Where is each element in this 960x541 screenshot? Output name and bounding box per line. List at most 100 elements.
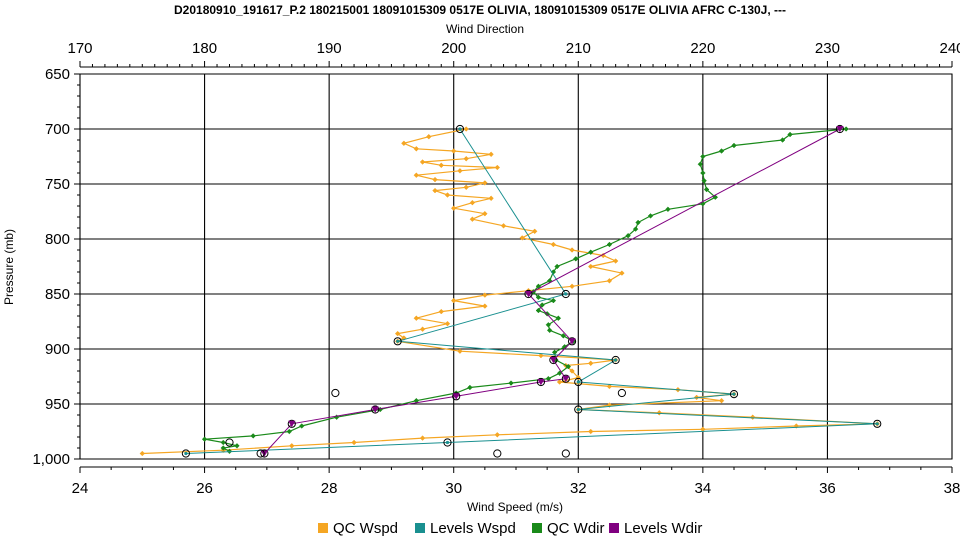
qc-wdir-point-32 — [546, 327, 553, 334]
qc-wdir-point-1 — [787, 131, 793, 138]
qc-wdir-point-13 — [647, 213, 654, 219]
y-tick-label-1,000: 1,000 — [32, 451, 70, 468]
qc-wdir-point-0 — [843, 126, 849, 132]
qc-wspd-point-59 — [656, 410, 663, 416]
qc-wspd-point-37 — [438, 308, 445, 315]
y-tick-label-900: 900 — [45, 341, 70, 358]
levels-wdir-point-2 — [567, 337, 577, 346]
bottom-tick-label-36: 36 — [819, 480, 836, 497]
legend-swatch-qc-wspd — [318, 523, 328, 533]
qc-wspd-point-60 — [749, 414, 756, 420]
top-tick-label-240: 240 — [939, 40, 960, 57]
qc-wspd-point-65 — [494, 432, 501, 438]
qc-wdir-point-17 — [606, 241, 613, 248]
levels-wspd-point-2-core — [396, 339, 400, 343]
qc-wdir-point-38 — [565, 363, 572, 370]
levels-wdir-point-5 — [536, 377, 546, 387]
extra-level-point-0 — [331, 388, 340, 398]
levels-wdir-point-8-core — [288, 420, 296, 428]
qc-wdir-point-50 — [201, 436, 208, 442]
extra-level-markers — [225, 388, 626, 458]
qc-wdir-point-3 — [731, 142, 737, 149]
legend-label-qc-wdir: QC Wdir — [547, 520, 605, 537]
qc-wdir-point-31 — [545, 322, 552, 328]
levels-wdir-point-2-core — [568, 338, 576, 345]
y-tick-label-750: 750 — [45, 176, 70, 193]
levels-wdir-point-6 — [452, 392, 461, 401]
plot-area — [79, 73, 953, 460]
qc-wdir-point-8 — [701, 177, 707, 184]
legend-swatch-qc-wdir — [532, 523, 542, 533]
qc-wspd-point-14 — [463, 184, 469, 191]
qc-wspd-point-67 — [351, 439, 357, 446]
qc-wspd-point-28 — [612, 258, 619, 264]
qc-wspd-point-23 — [531, 228, 538, 235]
top-tick-label-210: 210 — [566, 40, 591, 57]
levels-wspd-point-5 — [729, 390, 739, 399]
qc-wspd-point-13 — [482, 180, 488, 186]
qc-wdir-point-19 — [573, 256, 579, 262]
levels-wspd-point-9 — [181, 449, 190, 458]
qc-wspd-point-5 — [488, 151, 494, 158]
levels-wspd-point-6-core — [576, 407, 580, 412]
top-axis-label: Wind Direction — [446, 22, 524, 36]
qc-wdir-point-53 — [220, 445, 227, 451]
levels-wdir-point-8 — [287, 419, 296, 428]
y-tick-label-850: 850 — [45, 286, 70, 303]
series-levels-wdir — [260, 124, 844, 458]
qc-wspd-point-18 — [469, 199, 476, 206]
levels-wdir-point-4 — [561, 374, 570, 383]
qc-wdir-point-51 — [220, 439, 227, 446]
qc-wdir-point-2 — [779, 137, 786, 143]
qc-wspd-point-34 — [482, 292, 488, 298]
qc-wspd-point-22 — [500, 223, 507, 229]
levels-wdir-point-9 — [260, 449, 269, 458]
qc-wdir-point-48 — [286, 428, 293, 435]
qc-wdir-point-49 — [250, 433, 256, 439]
bottom-tick-label-28: 28 — [321, 480, 338, 497]
qc-wspd-point-29 — [587, 263, 594, 270]
levels-wdir-line — [264, 128, 841, 454]
qc-wspd-point-56 — [718, 397, 725, 404]
grid-lines — [79, 73, 953, 460]
levels-wdir-point-7 — [371, 405, 380, 414]
y-tick-label-950: 950 — [45, 396, 70, 413]
y-tick-label-650: 650 — [45, 66, 70, 83]
qc-wdir-point-16 — [625, 232, 631, 239]
qc-wspd-point-68 — [289, 443, 295, 449]
qc-wspd-point-32 — [569, 283, 575, 290]
qc-wspd-point-45 — [538, 352, 544, 359]
qc-wdir-point-25 — [535, 294, 542, 301]
levels-wdir-point-3-core — [549, 357, 557, 364]
qc-wdir-point-20 — [554, 263, 560, 270]
legend: QC Wspd Levels Wspd QC Wdir Levels Wdir — [318, 520, 702, 537]
levels-wspd-point-8-core — [445, 440, 450, 445]
levels-wdir-point-0-core — [836, 126, 844, 133]
top-tick-label-230: 230 — [815, 40, 840, 57]
bottom-tick-label-26: 26 — [196, 480, 213, 497]
qc-wdir-point-30 — [555, 315, 562, 321]
levels-wspd-point-4-core — [576, 380, 580, 384]
qc-wspd-point-9 — [494, 164, 501, 171]
qc-wspd-point-40 — [419, 326, 426, 332]
qc-wspd-point-25 — [550, 241, 557, 248]
levels-wspd-point-0 — [455, 124, 465, 134]
top-tick-label-200: 200 — [441, 40, 466, 57]
extra-level-point-4 — [561, 449, 570, 458]
qc-wdir-point-18 — [587, 249, 594, 255]
qc-wspd-point-1 — [426, 133, 432, 140]
levels-wspd-point-2 — [393, 337, 402, 346]
qc-wspd-point-31 — [606, 278, 613, 284]
qc-wspd-point-4 — [450, 148, 457, 154]
bottom-tick-label-24: 24 — [72, 480, 89, 497]
qc-wspd-point-39 — [444, 320, 451, 327]
qc-wdir-point-28 — [535, 307, 542, 314]
qc-wspd-point-64 — [587, 428, 594, 435]
qc-wdir-point-4 — [718, 148, 725, 154]
qc-wspd-point-26 — [569, 247, 575, 253]
extra-level-point-1 — [617, 388, 626, 398]
qc-wspd-point-66 — [419, 435, 426, 441]
qc-wspd-point-12 — [432, 176, 438, 183]
plot-border — [79, 73, 953, 460]
top-tick-label-190: 190 — [317, 40, 342, 57]
